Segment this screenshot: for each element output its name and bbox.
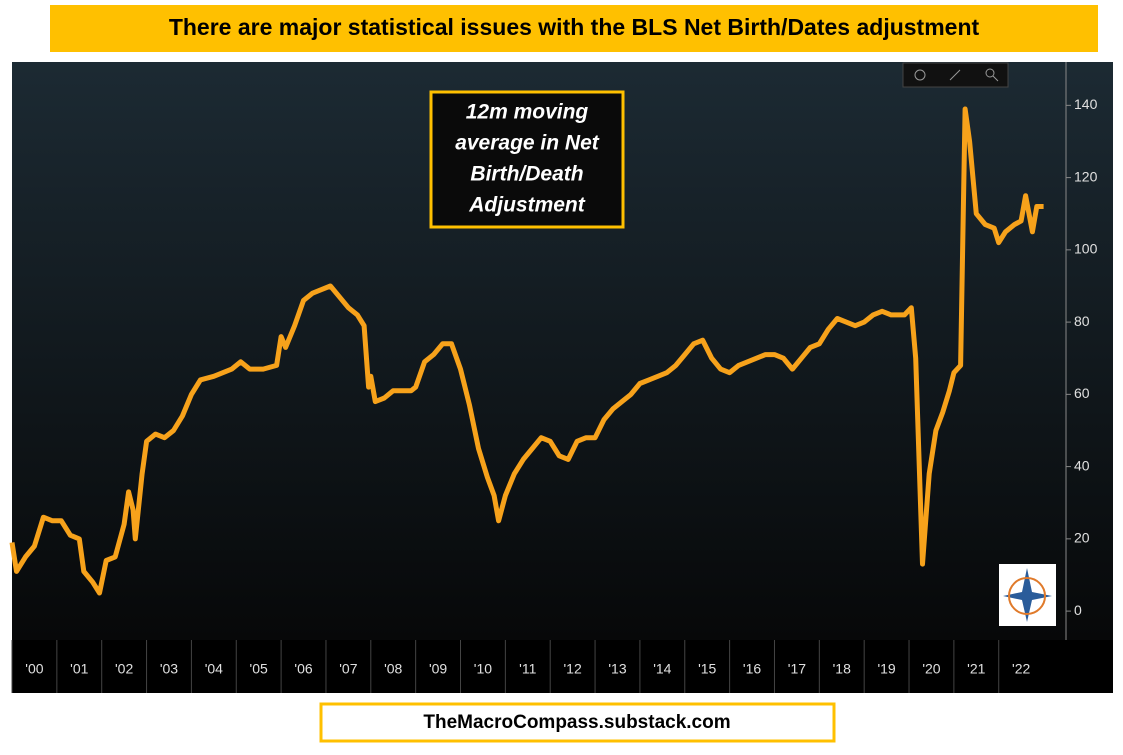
y-tick-label: 60 [1074,385,1090,401]
x-tick-label: '09 [429,661,447,677]
y-tick-label: 140 [1074,96,1098,112]
x-tick-label: '18 [833,661,851,677]
y-tick-label: 120 [1074,168,1098,184]
x-tick-label: '21 [967,661,985,677]
annotation-box [429,90,625,229]
x-tick-label: '15 [698,661,716,677]
x-tick-label: '03 [160,661,178,677]
x-tick-label: '10 [474,661,492,677]
chart-title: There are major statistical issues with … [169,14,980,40]
x-tick-label: '20 [922,661,940,677]
footer: TheMacroCompass.substack.com [423,712,730,733]
y-tick-label: 40 [1074,457,1090,473]
y-tick-label: 20 [1074,530,1090,546]
toolbar [902,62,1009,88]
y-tick-label: 100 [1074,241,1098,257]
x-tick-label: '00 [25,661,43,677]
x-axis-band [12,640,1113,693]
x-tick-label: '11 [519,661,536,677]
y-tick-label: 80 [1074,313,1090,329]
annotation-line: 12m moving [466,101,589,124]
title-banner [50,5,1098,52]
x-tick-label: '14 [653,661,671,677]
x-tick-label: '19 [877,661,895,677]
logo [999,564,1056,626]
annotation-line: Birth/Death [470,163,583,186]
x-tick-label: '04 [205,661,223,677]
x-tick-label: '08 [384,661,402,677]
x-tick-label: '16 [743,661,761,677]
x-tick-label: '07 [339,661,357,677]
x-tick-label: '06 [294,661,312,677]
x-tick-label: '05 [250,661,268,677]
footer-box [319,702,836,743]
y-tick-label: 0 [1074,602,1082,618]
annotation-line: Adjustment [468,194,586,217]
x-tick-label: '12 [564,661,582,677]
x-tick-label: '13 [608,661,626,677]
x-tick-label: '22 [1012,661,1030,677]
data-line [9,106,1044,596]
x-tick-label: '01 [70,661,88,677]
x-tick-label: '17 [788,661,806,677]
x-tick-label: '02 [115,661,133,677]
annotation-line: average in Net [455,132,600,155]
